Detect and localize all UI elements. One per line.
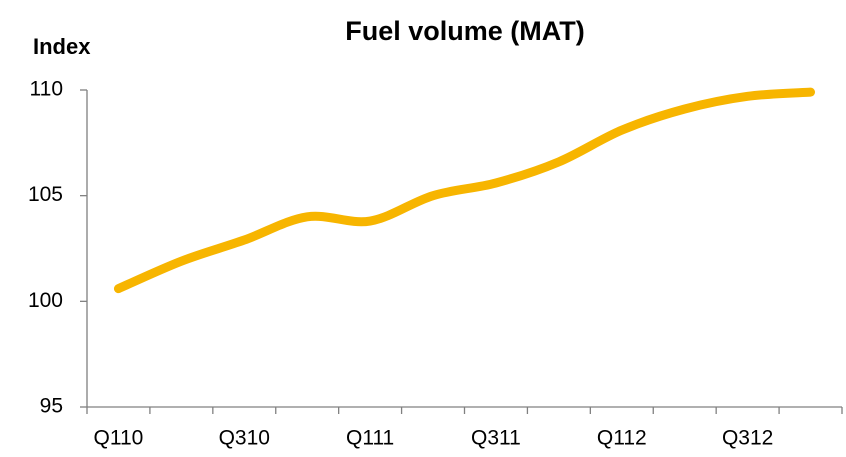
y-tick-label: 95 bbox=[40, 395, 63, 418]
x-tick-label: Q311 bbox=[471, 427, 521, 450]
x-tick-label: Q312 bbox=[722, 427, 773, 450]
y-axis-label: Index bbox=[33, 34, 91, 59]
chart-title: Fuel volume (MAT) bbox=[345, 16, 585, 46]
y-tick-label: 105 bbox=[28, 183, 63, 206]
x-tick-label: Q310 bbox=[219, 427, 270, 450]
x-tick-label: Q110 bbox=[94, 427, 144, 450]
series-line bbox=[113, 87, 816, 294]
x-tick-label: Q112 bbox=[597, 427, 647, 450]
y-tick-label: 100 bbox=[28, 289, 63, 312]
x-tick-label: Q111 bbox=[346, 427, 394, 450]
y-tick-label: 110 bbox=[30, 78, 63, 101]
